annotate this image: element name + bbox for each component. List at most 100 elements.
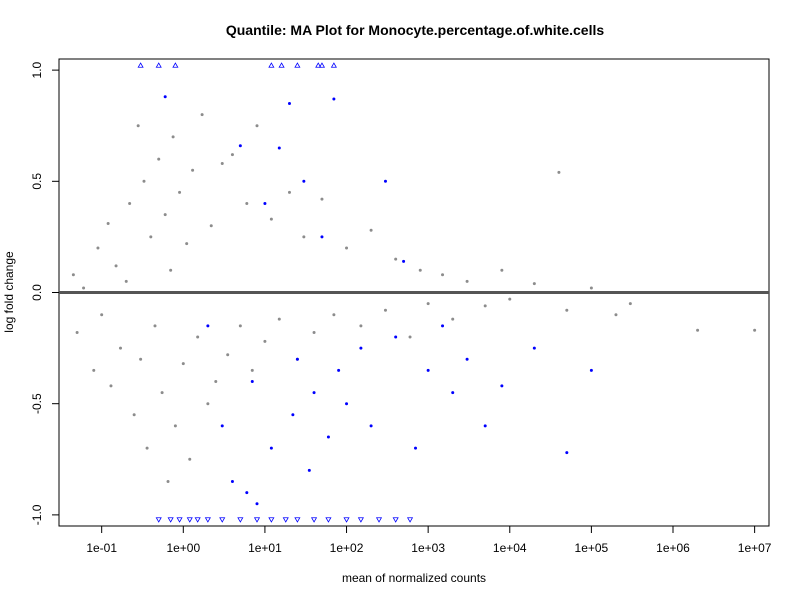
clipped-point-2-22 <box>325 517 332 523</box>
data-point-1-28 <box>426 368 430 372</box>
data-point-1-15 <box>307 468 311 472</box>
data-point-0-12 <box>132 413 136 417</box>
data-point-0-34 <box>209 224 213 228</box>
data-point-1-2 <box>220 424 224 428</box>
data-point-0-48 <box>302 235 306 239</box>
data-point-0-45 <box>277 317 281 321</box>
data-point-0-51 <box>332 313 336 317</box>
clipped-point-2-21 <box>310 517 318 523</box>
data-point-1-5 <box>245 491 249 495</box>
data-point-1-3 <box>230 480 234 484</box>
data-point-0-4 <box>96 246 100 250</box>
data-point-0-25 <box>173 424 177 428</box>
clipped-point-2-15 <box>219 517 226 523</box>
data-point-0-6 <box>106 222 110 226</box>
data-point-0-32 <box>200 113 204 117</box>
data-point-0-71 <box>628 302 632 306</box>
data-point-1-23 <box>369 424 373 428</box>
data-point-0-39 <box>238 324 242 328</box>
clipped-point-2-5 <box>294 62 301 68</box>
data-point-0-72 <box>696 328 700 332</box>
data-point-1-0 <box>163 95 167 99</box>
data-point-1-1 <box>206 324 210 328</box>
data-point-1-9 <box>269 446 273 450</box>
y-tick-label-0: -1.0 <box>30 504 44 525</box>
data-point-1-32 <box>483 424 487 428</box>
clipped-point-2-0 <box>137 62 144 68</box>
clipped-point-2-7 <box>318 62 326 68</box>
chart-title: Quantile: MA Plot for Monocyte.percentag… <box>226 22 605 38</box>
data-point-1-8 <box>263 202 267 206</box>
data-point-0-40 <box>245 202 249 206</box>
clipped-point-2-24 <box>357 517 364 523</box>
data-point-0-2 <box>82 286 86 290</box>
data-point-0-36 <box>220 162 224 166</box>
clipped-point-2-4 <box>278 62 285 68</box>
data-point-0-38 <box>230 153 234 157</box>
clipped-point-2-10 <box>167 517 174 523</box>
y-axis-label: log fold change <box>2 251 16 333</box>
data-point-0-22 <box>166 480 170 484</box>
data-point-0-55 <box>383 308 387 312</box>
x-tick-label-1: 1e+00 <box>166 541 200 555</box>
data-point-0-68 <box>565 308 569 312</box>
data-point-1-19 <box>332 97 336 101</box>
data-point-0-58 <box>418 268 422 272</box>
data-point-0-16 <box>145 446 149 450</box>
x-tick-label-0: 1e-01 <box>86 541 117 555</box>
x-axis-label: mean of normalized counts <box>342 571 486 585</box>
clipped-point-2-1 <box>155 62 162 68</box>
x-tick-label-8: 1e+07 <box>738 541 772 555</box>
data-point-0-13 <box>136 124 140 128</box>
data-point-1-18 <box>326 435 330 439</box>
data-point-0-10 <box>124 279 128 283</box>
data-point-0-33 <box>206 402 210 406</box>
clipped-point-2-12 <box>186 517 193 523</box>
data-point-1-12 <box>291 413 295 417</box>
data-point-1-27 <box>414 446 418 450</box>
data-point-0-56 <box>394 257 398 261</box>
data-point-0-43 <box>263 339 267 343</box>
data-point-0-69 <box>589 286 593 290</box>
clipped-point-2-3 <box>268 62 275 68</box>
data-point-1-31 <box>465 357 469 361</box>
data-point-0-62 <box>465 279 469 283</box>
data-point-0-70 <box>614 313 618 317</box>
data-point-0-41 <box>250 368 254 372</box>
data-point-0-8 <box>114 264 118 268</box>
data-point-1-10 <box>277 146 281 150</box>
data-point-0-35 <box>214 379 218 383</box>
data-point-0-29 <box>188 457 192 461</box>
data-point-0-9 <box>118 346 122 350</box>
x-tick-label-5: 1e+04 <box>493 541 527 555</box>
data-point-0-73 <box>753 328 757 332</box>
points-layer <box>71 62 757 523</box>
clipped-point-2-11 <box>176 517 183 523</box>
data-point-0-7 <box>109 384 113 388</box>
clipped-point-2-23 <box>343 517 350 523</box>
data-point-0-65 <box>508 297 512 301</box>
data-point-1-25 <box>394 335 398 339</box>
data-point-0-24 <box>171 135 175 139</box>
data-point-0-46 <box>287 190 291 194</box>
data-point-1-30 <box>451 391 455 395</box>
data-point-0-11 <box>128 202 132 206</box>
data-point-0-5 <box>100 313 104 317</box>
y-axis: -1.0 -0.5 0.0 0.5 1.0 <box>30 61 59 525</box>
data-point-1-13 <box>295 357 299 361</box>
data-point-0-57 <box>408 335 412 339</box>
x-tick-label-6: 1e+05 <box>575 541 609 555</box>
data-point-0-50 <box>320 197 324 201</box>
data-point-0-26 <box>178 190 182 194</box>
clipped-point-2-18 <box>268 517 275 523</box>
plot-panel <box>58 58 770 527</box>
x-tick-label-2: 1e+01 <box>248 541 282 555</box>
data-point-1-6 <box>250 379 254 383</box>
clipped-point-2-6 <box>315 62 322 68</box>
data-point-0-3 <box>92 368 96 372</box>
clipped-point-2-26 <box>392 517 399 523</box>
data-point-1-17 <box>320 235 324 239</box>
data-point-0-31 <box>196 335 200 339</box>
data-point-1-14 <box>302 179 306 183</box>
data-point-1-24 <box>383 179 387 183</box>
